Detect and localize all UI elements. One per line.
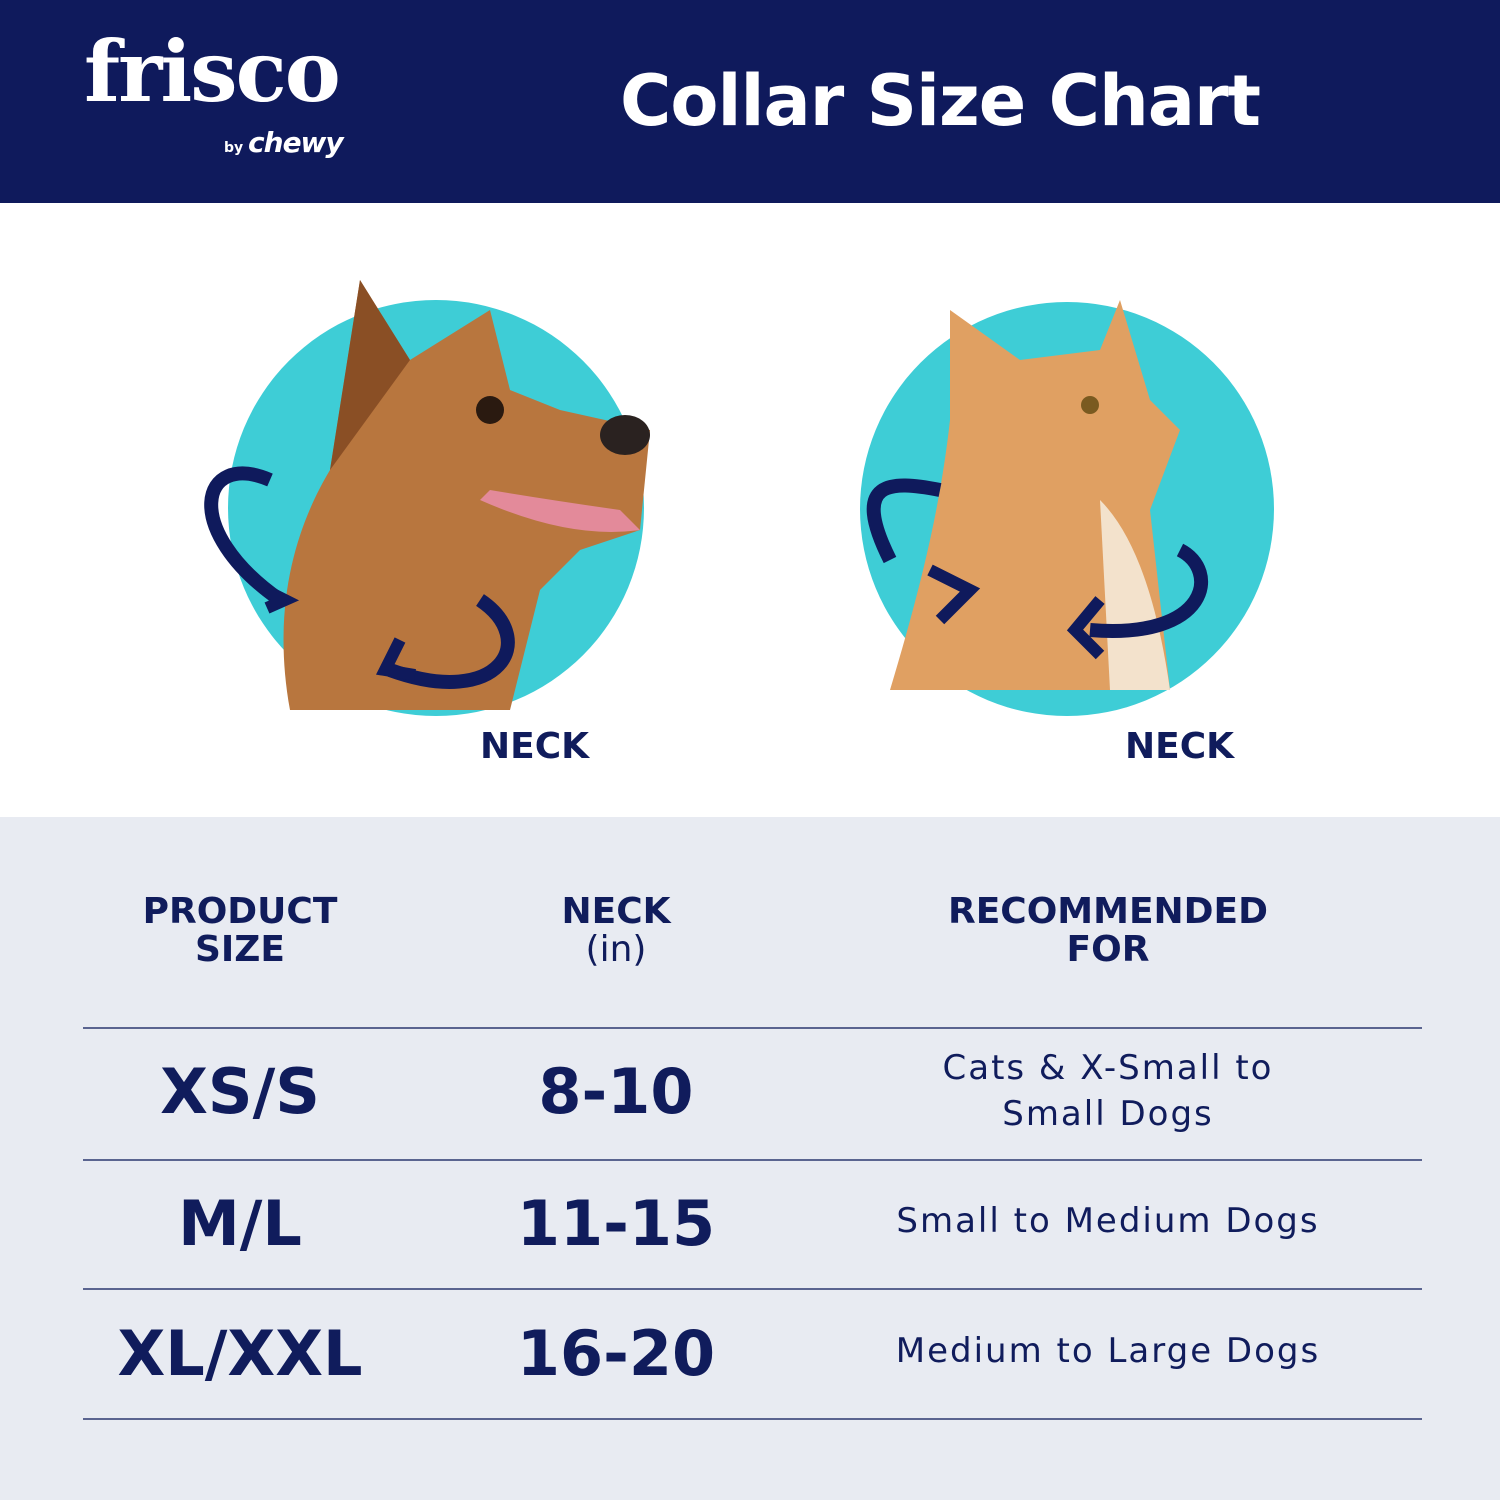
row-divider	[83, 1159, 1422, 1161]
arrow-left	[204, 466, 285, 606]
header-product-size: PRODUCT SIZE	[90, 893, 390, 969]
dog-illustration	[180, 270, 660, 730]
row-divider	[83, 1288, 1422, 1290]
size-cell: XL/XXL	[117, 1317, 363, 1390]
header-recommended-for: RECOMMENDED FOR	[828, 893, 1388, 969]
logo-text: frisco	[84, 22, 341, 121]
size-cell: M/L	[178, 1187, 302, 1260]
header-line: SIZE	[194, 929, 286, 970]
frisco-logo: frisco by chewy	[84, 22, 344, 160]
row-divider	[83, 1027, 1422, 1029]
logo-by: by	[224, 140, 244, 156]
header-neck: NECK (in)	[466, 893, 766, 969]
header-line: FOR	[1066, 929, 1150, 970]
recommended-cell: Cats & X-Small to Small Dogs	[828, 1045, 1388, 1137]
recommended-cell: Small to Medium Dogs	[896, 1201, 1320, 1241]
neck-cell: 16-20	[516, 1317, 716, 1390]
header-unit: (in)	[585, 929, 647, 970]
size-cell: XS/S	[160, 1055, 320, 1128]
header-line: RECOMMENDED	[947, 891, 1269, 932]
neck-cell: 11-15	[516, 1187, 716, 1260]
cat-illustration	[850, 290, 1290, 730]
header-line: PRODUCT	[142, 891, 338, 932]
logo-chewy: chewy	[248, 126, 344, 159]
logo-subtext: by chewy	[224, 126, 344, 159]
dog-image	[204, 280, 650, 710]
dog-neck-label: NECK	[480, 726, 590, 767]
cat-image	[866, 300, 1209, 690]
neck-cell: 8-10	[538, 1055, 694, 1128]
row-divider	[83, 1418, 1422, 1420]
recommended-line: Small Dogs	[1002, 1094, 1214, 1134]
page-title: Collar Size Chart	[620, 60, 1261, 142]
header-line: NECK	[561, 891, 671, 932]
recommended-cell: Medium to Large Dogs	[895, 1331, 1321, 1371]
recommended-line: Cats & X-Small to	[942, 1048, 1274, 1088]
size-table: PRODUCT SIZE NECK (in) RECOMMENDED FOR X…	[0, 817, 1500, 1500]
header-banner: frisco by chewy Collar Size Chart	[0, 0, 1500, 203]
cat-neck-label: NECK	[1125, 726, 1235, 767]
